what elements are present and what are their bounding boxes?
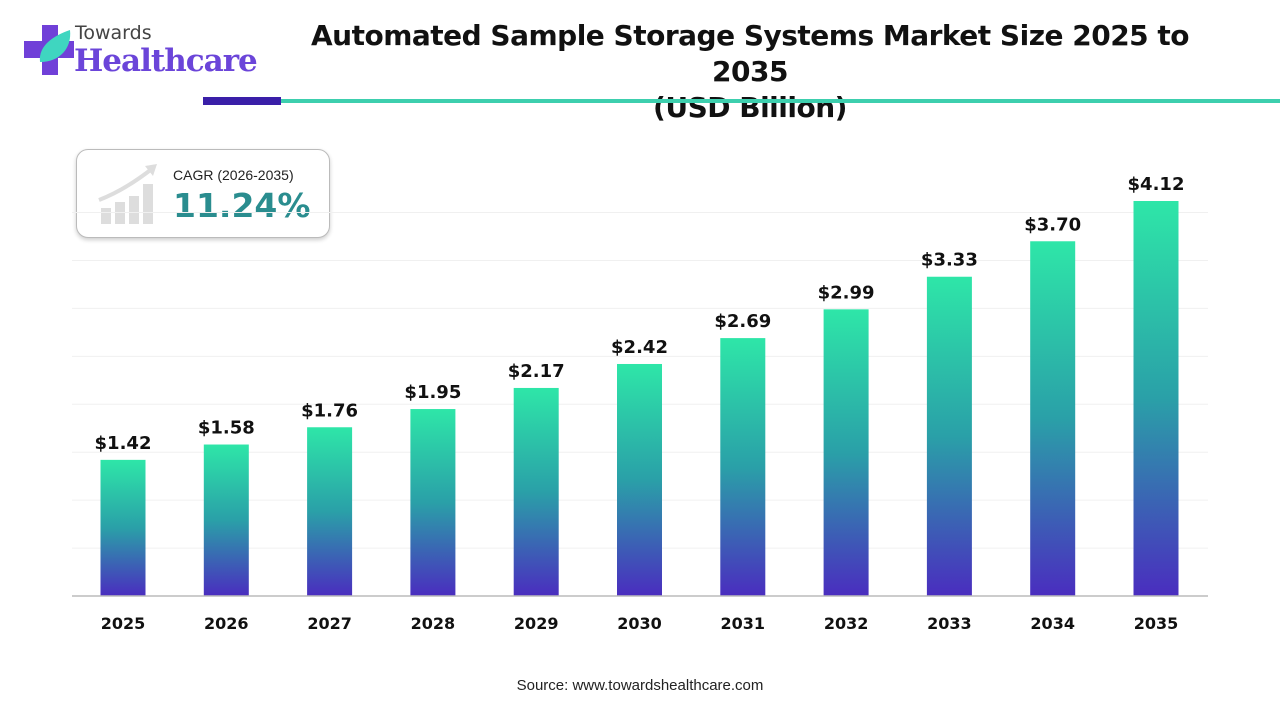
bar-2026 [203, 444, 249, 596]
logo-healthcare-text: Healthcare [74, 43, 258, 79]
data-label: $2.99 [818, 282, 875, 303]
x-tick-label: 2029 [514, 614, 559, 633]
chart-title: Automated Sample Storage Systems Market … [290, 18, 1210, 126]
title-rule-teal [281, 99, 1280, 103]
bar-2027 [307, 427, 353, 596]
data-label: $4.12 [1128, 174, 1185, 195]
x-tick-label: 2025 [101, 614, 146, 633]
logo-cross-icon [24, 25, 74, 75]
cagr-box: CAGR (2026-2035) 11.24% [76, 149, 330, 238]
chart-title-main: Automated Sample Storage Systems Market … [310, 19, 1190, 88]
bar-2034 [1030, 241, 1076, 597]
x-tick-label: 2034 [1030, 614, 1075, 633]
bar-2033 [926, 276, 972, 596]
bar-2030 [617, 363, 662, 596]
data-label: $1.58 [198, 418, 255, 439]
title-rule-dark [203, 97, 281, 105]
cagr-label: CAGR (2026-2035) [173, 167, 294, 183]
logo [20, 20, 240, 80]
x-tick-label: 2026 [204, 614, 249, 633]
bar-2031 [720, 338, 766, 596]
data-label: $3.33 [921, 250, 978, 271]
data-label: $2.69 [714, 311, 771, 332]
data-label: $1.95 [404, 382, 461, 403]
bar-2025 [100, 459, 146, 596]
x-tick-label: 2035 [1134, 614, 1179, 633]
data-label: $2.42 [611, 337, 668, 358]
data-label: $1.42 [95, 433, 152, 454]
x-tick-label: 2028 [411, 614, 456, 633]
x-tick-label: 2027 [307, 614, 352, 633]
data-label: $2.17 [508, 361, 565, 382]
data-label: $1.76 [301, 400, 358, 421]
bar-2029 [513, 387, 559, 596]
bar-2032 [823, 309, 869, 596]
x-tick-label: 2031 [721, 614, 766, 633]
source-text: Source: www.towardshealthcare.com [516, 677, 764, 694]
data-label: $3.70 [1024, 214, 1081, 235]
logo-towards-text: Towards [75, 22, 152, 44]
cagr-value: 11.24% [173, 186, 311, 225]
bar-2035 [1133, 201, 1179, 596]
x-tick-label: 2033 [927, 614, 972, 633]
x-tick-label: 2032 [824, 614, 869, 633]
x-tick-label: 2030 [617, 614, 662, 633]
chart-subtitle: (USD Billion) [653, 91, 847, 124]
bar-2028 [410, 409, 456, 596]
